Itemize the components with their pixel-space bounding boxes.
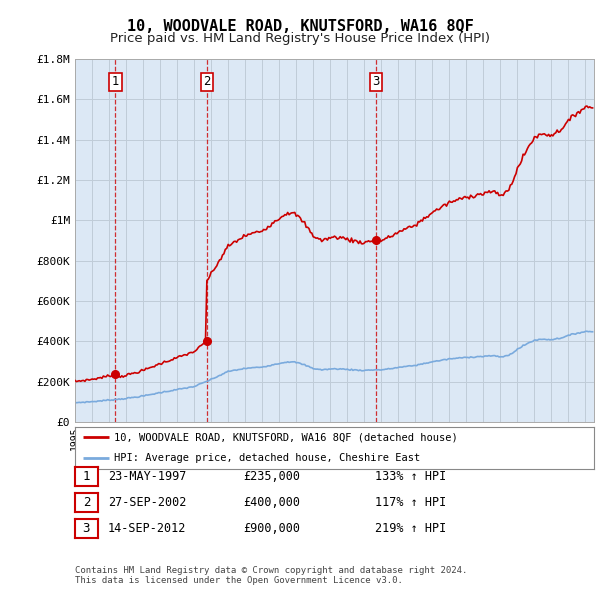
Text: 2: 2 <box>83 496 90 509</box>
Text: HPI: Average price, detached house, Cheshire East: HPI: Average price, detached house, Ches… <box>114 454 420 463</box>
Text: 3: 3 <box>83 522 90 535</box>
Text: 23-MAY-1997: 23-MAY-1997 <box>108 470 187 483</box>
Text: £900,000: £900,000 <box>243 522 300 535</box>
Text: 1: 1 <box>83 470 90 483</box>
Text: 2: 2 <box>203 76 211 88</box>
Text: Price paid vs. HM Land Registry's House Price Index (HPI): Price paid vs. HM Land Registry's House … <box>110 32 490 45</box>
Text: 219% ↑ HPI: 219% ↑ HPI <box>375 522 446 535</box>
Text: Contains HM Land Registry data © Crown copyright and database right 2024.
This d: Contains HM Land Registry data © Crown c… <box>75 566 467 585</box>
Text: 117% ↑ HPI: 117% ↑ HPI <box>375 496 446 509</box>
Text: £400,000: £400,000 <box>243 496 300 509</box>
Text: 1: 1 <box>112 76 119 88</box>
Text: £235,000: £235,000 <box>243 470 300 483</box>
Text: 27-SEP-2002: 27-SEP-2002 <box>108 496 187 509</box>
Text: 10, WOODVALE ROAD, KNUTSFORD, WA16 8QF: 10, WOODVALE ROAD, KNUTSFORD, WA16 8QF <box>127 19 473 34</box>
Text: 133% ↑ HPI: 133% ↑ HPI <box>375 470 446 483</box>
Text: 10, WOODVALE ROAD, KNUTSFORD, WA16 8QF (detached house): 10, WOODVALE ROAD, KNUTSFORD, WA16 8QF (… <box>114 432 458 442</box>
Text: 14-SEP-2012: 14-SEP-2012 <box>108 522 187 535</box>
Text: 3: 3 <box>373 76 380 88</box>
